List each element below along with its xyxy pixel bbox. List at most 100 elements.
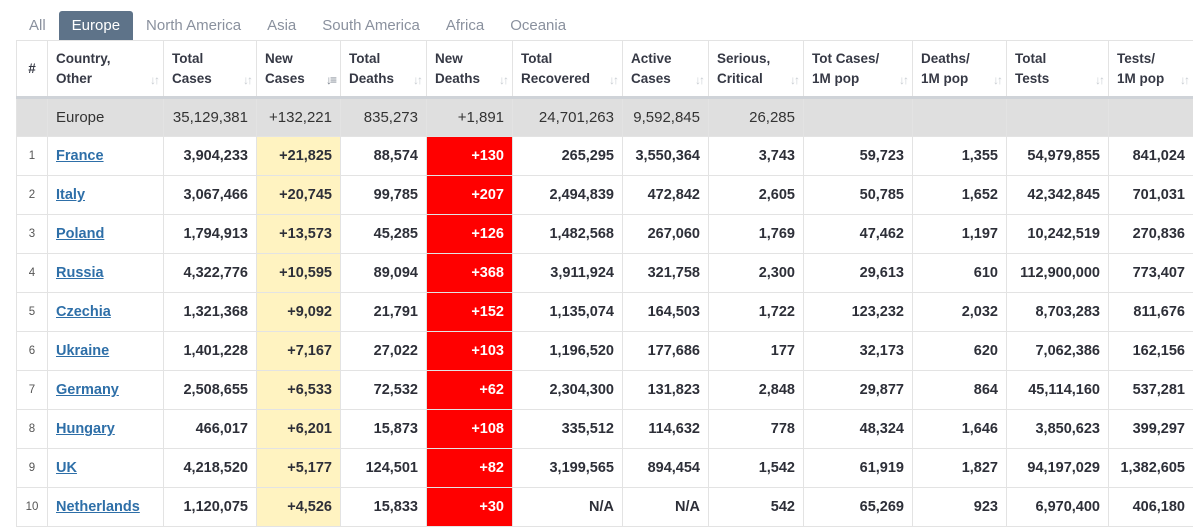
new-cases-cell: +20,745: [256, 175, 341, 215]
col-header-label: Country,: [56, 50, 111, 66]
deaths-per-1m-cell: 1,355: [912, 136, 1007, 176]
country-link[interactable]: Poland: [56, 226, 105, 242]
new-cases-cell: +132,221: [256, 97, 341, 137]
col-header-label: 1M pop: [1117, 70, 1165, 86]
sort-desc-icon[interactable]: ↓≡: [325, 73, 337, 87]
total-cases-cell: 35,129,381: [163, 97, 257, 137]
col-header-total-tests[interactable]: Total Tests ↓↑: [1006, 40, 1109, 99]
deaths-per-1m-cell: 923: [912, 487, 1007, 527]
sort-arrows-icon[interactable]: ↓↑: [993, 73, 1003, 87]
col-header-new-cases[interactable]: New Cases ↓≡: [256, 40, 341, 99]
sort-arrows-icon[interactable]: ↓↑: [243, 73, 253, 87]
active-cases-cell: 131,823: [622, 370, 709, 410]
country-cell: Netherlands: [47, 487, 164, 527]
col-header-label: New: [265, 50, 293, 66]
col-header-total-recovered[interactable]: Total Recovered ↓↑: [512, 40, 623, 99]
col-header-label: New: [435, 50, 463, 66]
total-deaths-cell: 21,791: [340, 292, 427, 332]
col-header-new-deaths[interactable]: New Deaths ↓↑: [426, 40, 513, 99]
col-header-total-deaths[interactable]: Total Deaths ↓↑: [340, 40, 427, 99]
table-row: 8 Hungary 466,017 +6,201 15,873 +108 335…: [16, 409, 1193, 449]
tests-per-1m-cell: 773,407: [1108, 253, 1193, 293]
new-cases-cell: +4,526: [256, 487, 341, 527]
total-cases-cell: 1,794,913: [163, 214, 257, 254]
table-row: 7 Germany 2,508,655 +6,533 72,532 +62 2,…: [16, 370, 1193, 410]
active-cases-cell: 164,503: [622, 292, 709, 332]
continent-name: Europe: [47, 97, 164, 137]
sort-arrows-icon[interactable]: ↓↑: [1095, 73, 1105, 87]
row-rank: 6: [16, 331, 48, 371]
deaths-per-1m-cell: [912, 97, 1007, 137]
col-header-serious-critical[interactable]: Serious, Critical ↓↑: [708, 40, 804, 99]
tests-per-1m-cell: 162,156: [1108, 331, 1193, 371]
tests-per-1m-cell: 399,297: [1108, 409, 1193, 449]
sort-arrows-icon[interactable]: ↓↑: [150, 73, 160, 87]
country-cell: UK: [47, 448, 164, 488]
new-cases-cell: +7,167: [256, 331, 341, 371]
total-cases-cell: 1,321,368: [163, 292, 257, 332]
row-rank: 7: [16, 370, 48, 410]
total-deaths-cell: 72,532: [340, 370, 427, 410]
total-cases-cell: 466,017: [163, 409, 257, 449]
deaths-per-1m-cell: 620: [912, 331, 1007, 371]
country-link[interactable]: Ukraine: [56, 343, 110, 359]
country-link[interactable]: UK: [56, 460, 77, 476]
cases-per-1m-cell: 59,723: [803, 136, 913, 176]
col-header-label: #: [28, 60, 36, 76]
cases-per-1m-cell: 123,232: [803, 292, 913, 332]
sort-arrows-icon[interactable]: ↓↑: [1180, 73, 1190, 87]
country-link[interactable]: Italy: [56, 187, 86, 203]
total-cases-cell: 1,120,075: [163, 487, 257, 527]
deaths-per-1m-cell: 864: [912, 370, 1007, 410]
country-link[interactable]: France: [56, 148, 104, 164]
country-link[interactable]: Netherlands: [56, 499, 140, 515]
tab-north-america[interactable]: North America: [146, 17, 242, 34]
sort-arrows-icon[interactable]: ↓↑: [899, 73, 909, 87]
serious-critical-cell: 3,743: [708, 136, 804, 176]
tab-asia[interactable]: Asia: [267, 17, 297, 34]
table-row: 2 Italy 3,067,466 +20,745 99,785 +207 2,…: [16, 175, 1193, 215]
row-rank: 10: [16, 487, 48, 527]
region-tabs: All Europe North America Asia South Amer…: [16, 11, 579, 40]
sort-arrows-icon[interactable]: ↓↑: [499, 73, 509, 87]
header-row: # Country, Other ↓↑ Total Cases ↓↑ New Cases ↓…: [16, 40, 1193, 99]
tab-europe[interactable]: Europe: [58, 11, 134, 40]
sort-arrows-icon[interactable]: ↓↑: [609, 73, 619, 87]
row-rank: [16, 97, 48, 137]
col-header-label: Tests: [1015, 70, 1050, 86]
deaths-per-1m-cell: 1,197: [912, 214, 1007, 254]
col-header-tests-per-1m[interactable]: Tests/1M pop ↓↑: [1108, 40, 1193, 99]
sort-arrows-icon[interactable]: ↓↑: [790, 73, 800, 87]
tab-oceania[interactable]: Oceania: [510, 17, 567, 34]
col-header-total-cases[interactable]: Total Cases ↓↑: [163, 40, 257, 99]
active-cases-cell: 3,550,364: [622, 136, 709, 176]
total-deaths-cell: 99,785: [340, 175, 427, 215]
sort-arrows-icon[interactable]: ↓↑: [695, 73, 705, 87]
col-header-label: Critical: [717, 70, 763, 86]
col-header-active-cases[interactable]: Active Cases ↓↑: [622, 40, 709, 99]
col-header-country[interactable]: Country, Other ↓↑: [47, 40, 164, 99]
sort-arrows-icon[interactable]: ↓↑: [413, 73, 423, 87]
total-cases-cell: 3,067,466: [163, 175, 257, 215]
tab-south-america[interactable]: South America: [322, 17, 420, 34]
country-link[interactable]: Germany: [56, 382, 119, 398]
deaths-per-1m-cell: 1,646: [912, 409, 1007, 449]
tab-all[interactable]: All: [29, 17, 46, 34]
active-cases-cell: N/A: [622, 487, 709, 527]
table-row: 10 Netherlands 1,120,075 +4,526 15,833 +…: [16, 487, 1193, 527]
serious-critical-cell: 177: [708, 331, 804, 371]
col-header-label: 1M pop: [921, 70, 969, 86]
col-header-cases-per-1m[interactable]: Tot Cases/1M pop ↓↑: [803, 40, 913, 99]
col-header-rank[interactable]: #: [16, 40, 48, 99]
country-link[interactable]: Hungary: [56, 421, 115, 437]
col-header-label: Cases: [631, 70, 671, 86]
country-link[interactable]: Czechia: [56, 304, 111, 320]
total-tests-cell: 112,900,000: [1006, 253, 1109, 293]
tab-africa[interactable]: Africa: [445, 17, 485, 34]
total-tests-cell: 3,850,623: [1006, 409, 1109, 449]
country-link[interactable]: Russia: [56, 265, 104, 281]
tests-per-1m-cell: 537,281: [1108, 370, 1193, 410]
total-deaths-cell: 835,273: [340, 97, 427, 137]
col-header-deaths-per-1m[interactable]: Deaths/1M pop ↓↑: [912, 40, 1007, 99]
row-rank: 9: [16, 448, 48, 488]
